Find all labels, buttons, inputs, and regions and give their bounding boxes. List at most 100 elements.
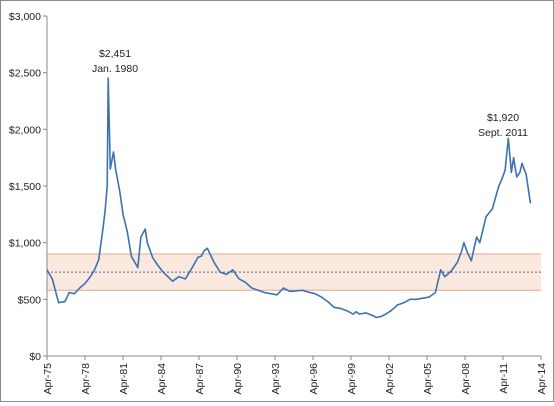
data-point bbox=[203, 250, 205, 252]
axes-layer: $0 $500 $1,000 $1,500 $2,000 $2,500 $3,000 Apr-… bbox=[9, 11, 548, 395]
data-point bbox=[485, 216, 487, 218]
x-tick-label: Apr-87 bbox=[194, 363, 206, 395]
data-point bbox=[184, 278, 186, 280]
annotation-peak-2011-date: Sept. 2011 bbox=[478, 127, 528, 139]
data-point bbox=[403, 302, 405, 304]
data-point bbox=[58, 302, 60, 304]
data-point bbox=[46, 269, 48, 271]
data-point bbox=[130, 255, 132, 257]
data-point bbox=[144, 228, 146, 230]
y-tick-label: $3,000 bbox=[9, 11, 41, 23]
x-tick-label: Apr-93 bbox=[270, 363, 282, 395]
data-point bbox=[375, 316, 377, 319]
x-tick-label: Apr-75 bbox=[42, 363, 54, 395]
data-point bbox=[107, 77, 109, 79]
data-point bbox=[146, 242, 148, 244]
x-tick-label: Apr-08 bbox=[460, 363, 472, 395]
data-point bbox=[244, 281, 246, 283]
data-point bbox=[219, 271, 221, 273]
data-point bbox=[358, 313, 360, 315]
data-point bbox=[263, 291, 265, 294]
y-tick-label: $1,500 bbox=[9, 181, 41, 193]
data-point bbox=[450, 270, 452, 272]
annotation-peak-1980-date: Jan. 1980 bbox=[92, 63, 138, 75]
x-tick-label: Apr-11 bbox=[498, 363, 510, 394]
data-point bbox=[68, 291, 70, 294]
x-tick-label: Apr-02 bbox=[384, 363, 396, 395]
data-point bbox=[140, 236, 142, 238]
y-tick-label: $2,500 bbox=[9, 68, 41, 80]
data-point bbox=[126, 230, 128, 232]
data-point bbox=[119, 191, 121, 193]
data-point bbox=[390, 310, 392, 312]
annotation-layer: $2,451 Jan. 1980 $1,920 Sept. 2011 bbox=[92, 48, 528, 139]
data-point bbox=[282, 287, 284, 289]
data-point bbox=[521, 162, 523, 164]
data-point bbox=[238, 278, 240, 280]
data-point bbox=[352, 313, 354, 315]
data-point bbox=[320, 296, 322, 298]
data-point bbox=[479, 242, 481, 244]
data-point bbox=[409, 298, 411, 300]
data-point bbox=[206, 247, 208, 249]
y-tick-label: $500 bbox=[18, 294, 42, 306]
annotation-peak-1980-value: $2,451 bbox=[99, 48, 131, 60]
annotation-peak-2011-value: $1,920 bbox=[487, 112, 519, 124]
y-tick-label: $2,000 bbox=[9, 124, 41, 136]
y-tick-label: $0 bbox=[29, 351, 41, 363]
data-point bbox=[510, 171, 512, 173]
data-point bbox=[157, 264, 159, 266]
data-point bbox=[191, 268, 193, 270]
data-point bbox=[178, 276, 180, 278]
data-point bbox=[346, 310, 348, 312]
data-point bbox=[444, 276, 446, 278]
data-point bbox=[104, 210, 106, 212]
data-point bbox=[98, 259, 100, 261]
data-point bbox=[333, 306, 335, 308]
data-point bbox=[504, 169, 506, 171]
data-point bbox=[106, 185, 108, 187]
data-point bbox=[200, 255, 202, 257]
data-point bbox=[498, 185, 500, 187]
data-point bbox=[381, 315, 383, 317]
data-point bbox=[232, 269, 234, 271]
data-point bbox=[434, 291, 436, 294]
data-point bbox=[327, 301, 329, 303]
data-point bbox=[289, 290, 291, 292]
data-point bbox=[301, 289, 303, 291]
data-point bbox=[415, 298, 417, 300]
data-point bbox=[73, 293, 75, 295]
range-band bbox=[47, 254, 541, 291]
data-point bbox=[365, 312, 367, 314]
data-point bbox=[516, 176, 518, 178]
data-point bbox=[93, 269, 96, 271]
data-point bbox=[51, 278, 53, 280]
x-tick-label: Apr-96 bbox=[308, 363, 320, 395]
x-tick-label: Apr-90 bbox=[232, 363, 244, 395]
data-point bbox=[309, 291, 311, 294]
data-point bbox=[491, 208, 493, 210]
data-point bbox=[525, 174, 527, 176]
data-point bbox=[422, 297, 424, 299]
x-tick-label: Apr-14 bbox=[536, 363, 548, 395]
data-point bbox=[396, 304, 398, 306]
x-tick-label: Apr-99 bbox=[346, 363, 358, 395]
x-tick-label: Apr-84 bbox=[156, 363, 168, 395]
data-point bbox=[466, 251, 468, 253]
x-tick-label: Apr-78 bbox=[80, 363, 92, 395]
data-point bbox=[270, 293, 272, 295]
band-layer bbox=[47, 253, 541, 291]
x-tick-label: Apr-81 bbox=[118, 363, 130, 395]
data-point bbox=[89, 276, 91, 278]
data-point bbox=[457, 261, 459, 263]
data-point bbox=[137, 267, 139, 269]
data-point bbox=[79, 287, 81, 289]
data-point bbox=[213, 261, 215, 263]
data-point bbox=[428, 296, 430, 298]
data-point bbox=[172, 280, 174, 282]
data-point bbox=[440, 269, 442, 271]
data-point bbox=[162, 271, 164, 273]
data-point bbox=[529, 202, 532, 204]
data-point bbox=[152, 256, 154, 258]
